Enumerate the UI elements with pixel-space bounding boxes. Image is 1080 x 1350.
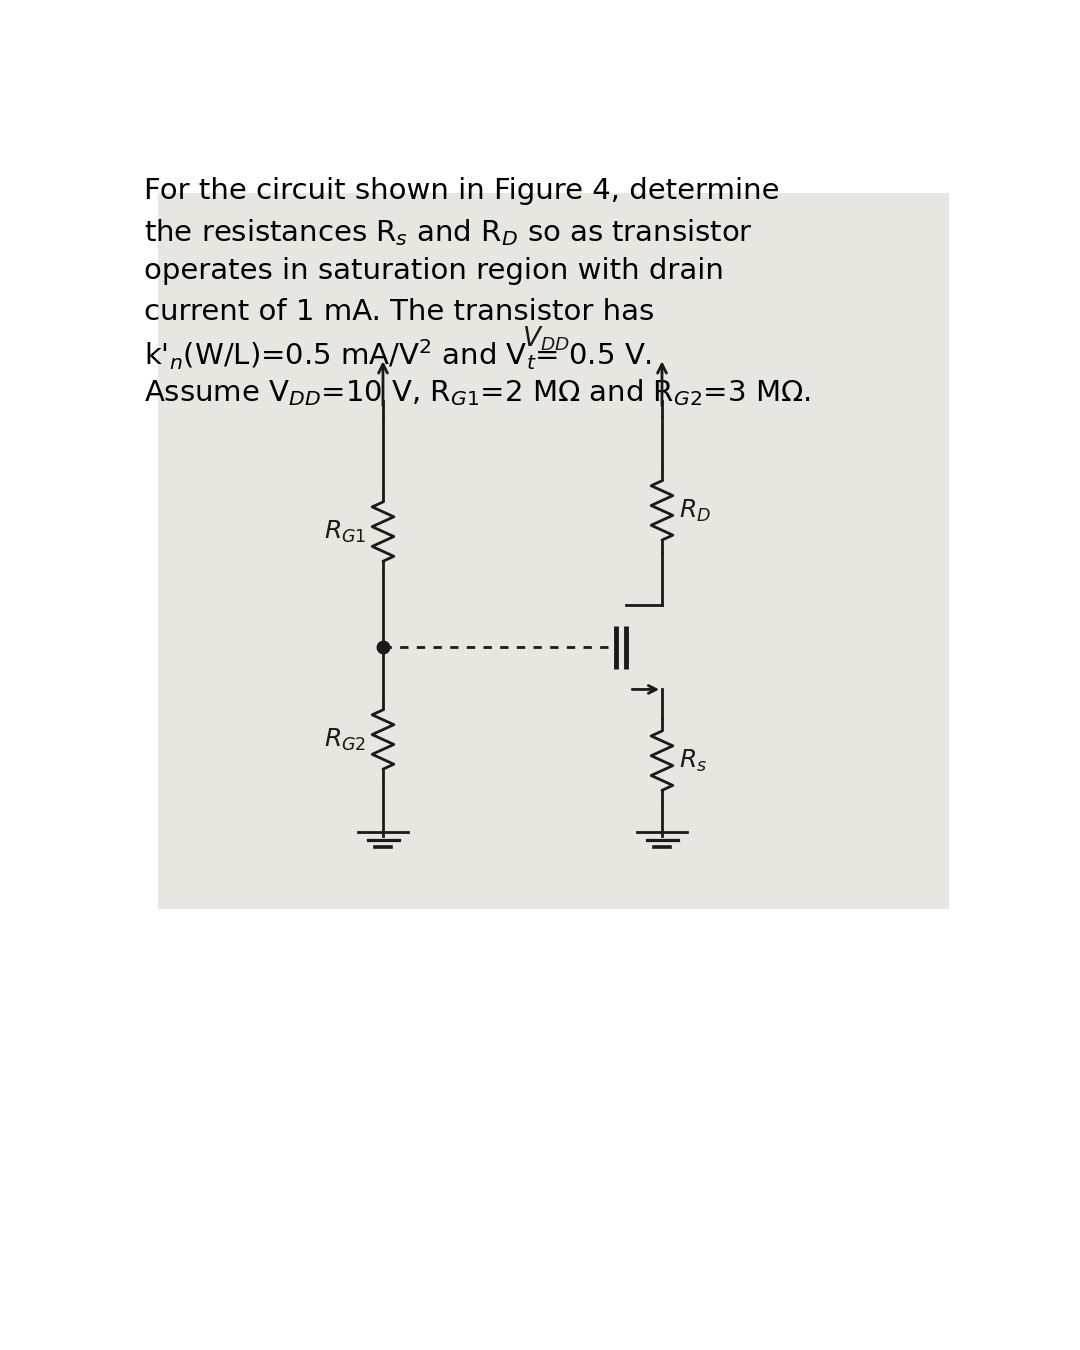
Text: $R_{G2}$: $R_{G2}$: [324, 726, 366, 752]
Text: k$'_n$(W/L)=0.5 mA/V$^2$ and V$_t$= 0.5 V.: k$'_n$(W/L)=0.5 mA/V$^2$ and V$_t$= 0.5 …: [145, 338, 652, 373]
Text: Assume V$_{DD}$=10 V, R$_{G1}$=2 MΩ and R$_{G2}$=3 MΩ.: Assume V$_{DD}$=10 V, R$_{G1}$=2 MΩ and …: [145, 378, 811, 409]
Text: For the circuit shown in Figure 4, determine: For the circuit shown in Figure 4, deter…: [145, 177, 780, 205]
Text: $R_s$: $R_s$: [679, 748, 707, 774]
Text: $R_{G1}$: $R_{G1}$: [324, 518, 366, 544]
FancyBboxPatch shape: [159, 193, 948, 909]
Text: $R_D$: $R_D$: [679, 497, 711, 524]
Text: the resistances R$_s$ and R$_D$ so as transistor: the resistances R$_s$ and R$_D$ so as tr…: [145, 217, 753, 248]
Text: $V_{DD}$: $V_{DD}$: [522, 324, 569, 352]
Text: operates in saturation region with drain: operates in saturation region with drain: [145, 258, 725, 285]
Text: current of 1 mA. The transistor has: current of 1 mA. The transistor has: [145, 297, 654, 325]
